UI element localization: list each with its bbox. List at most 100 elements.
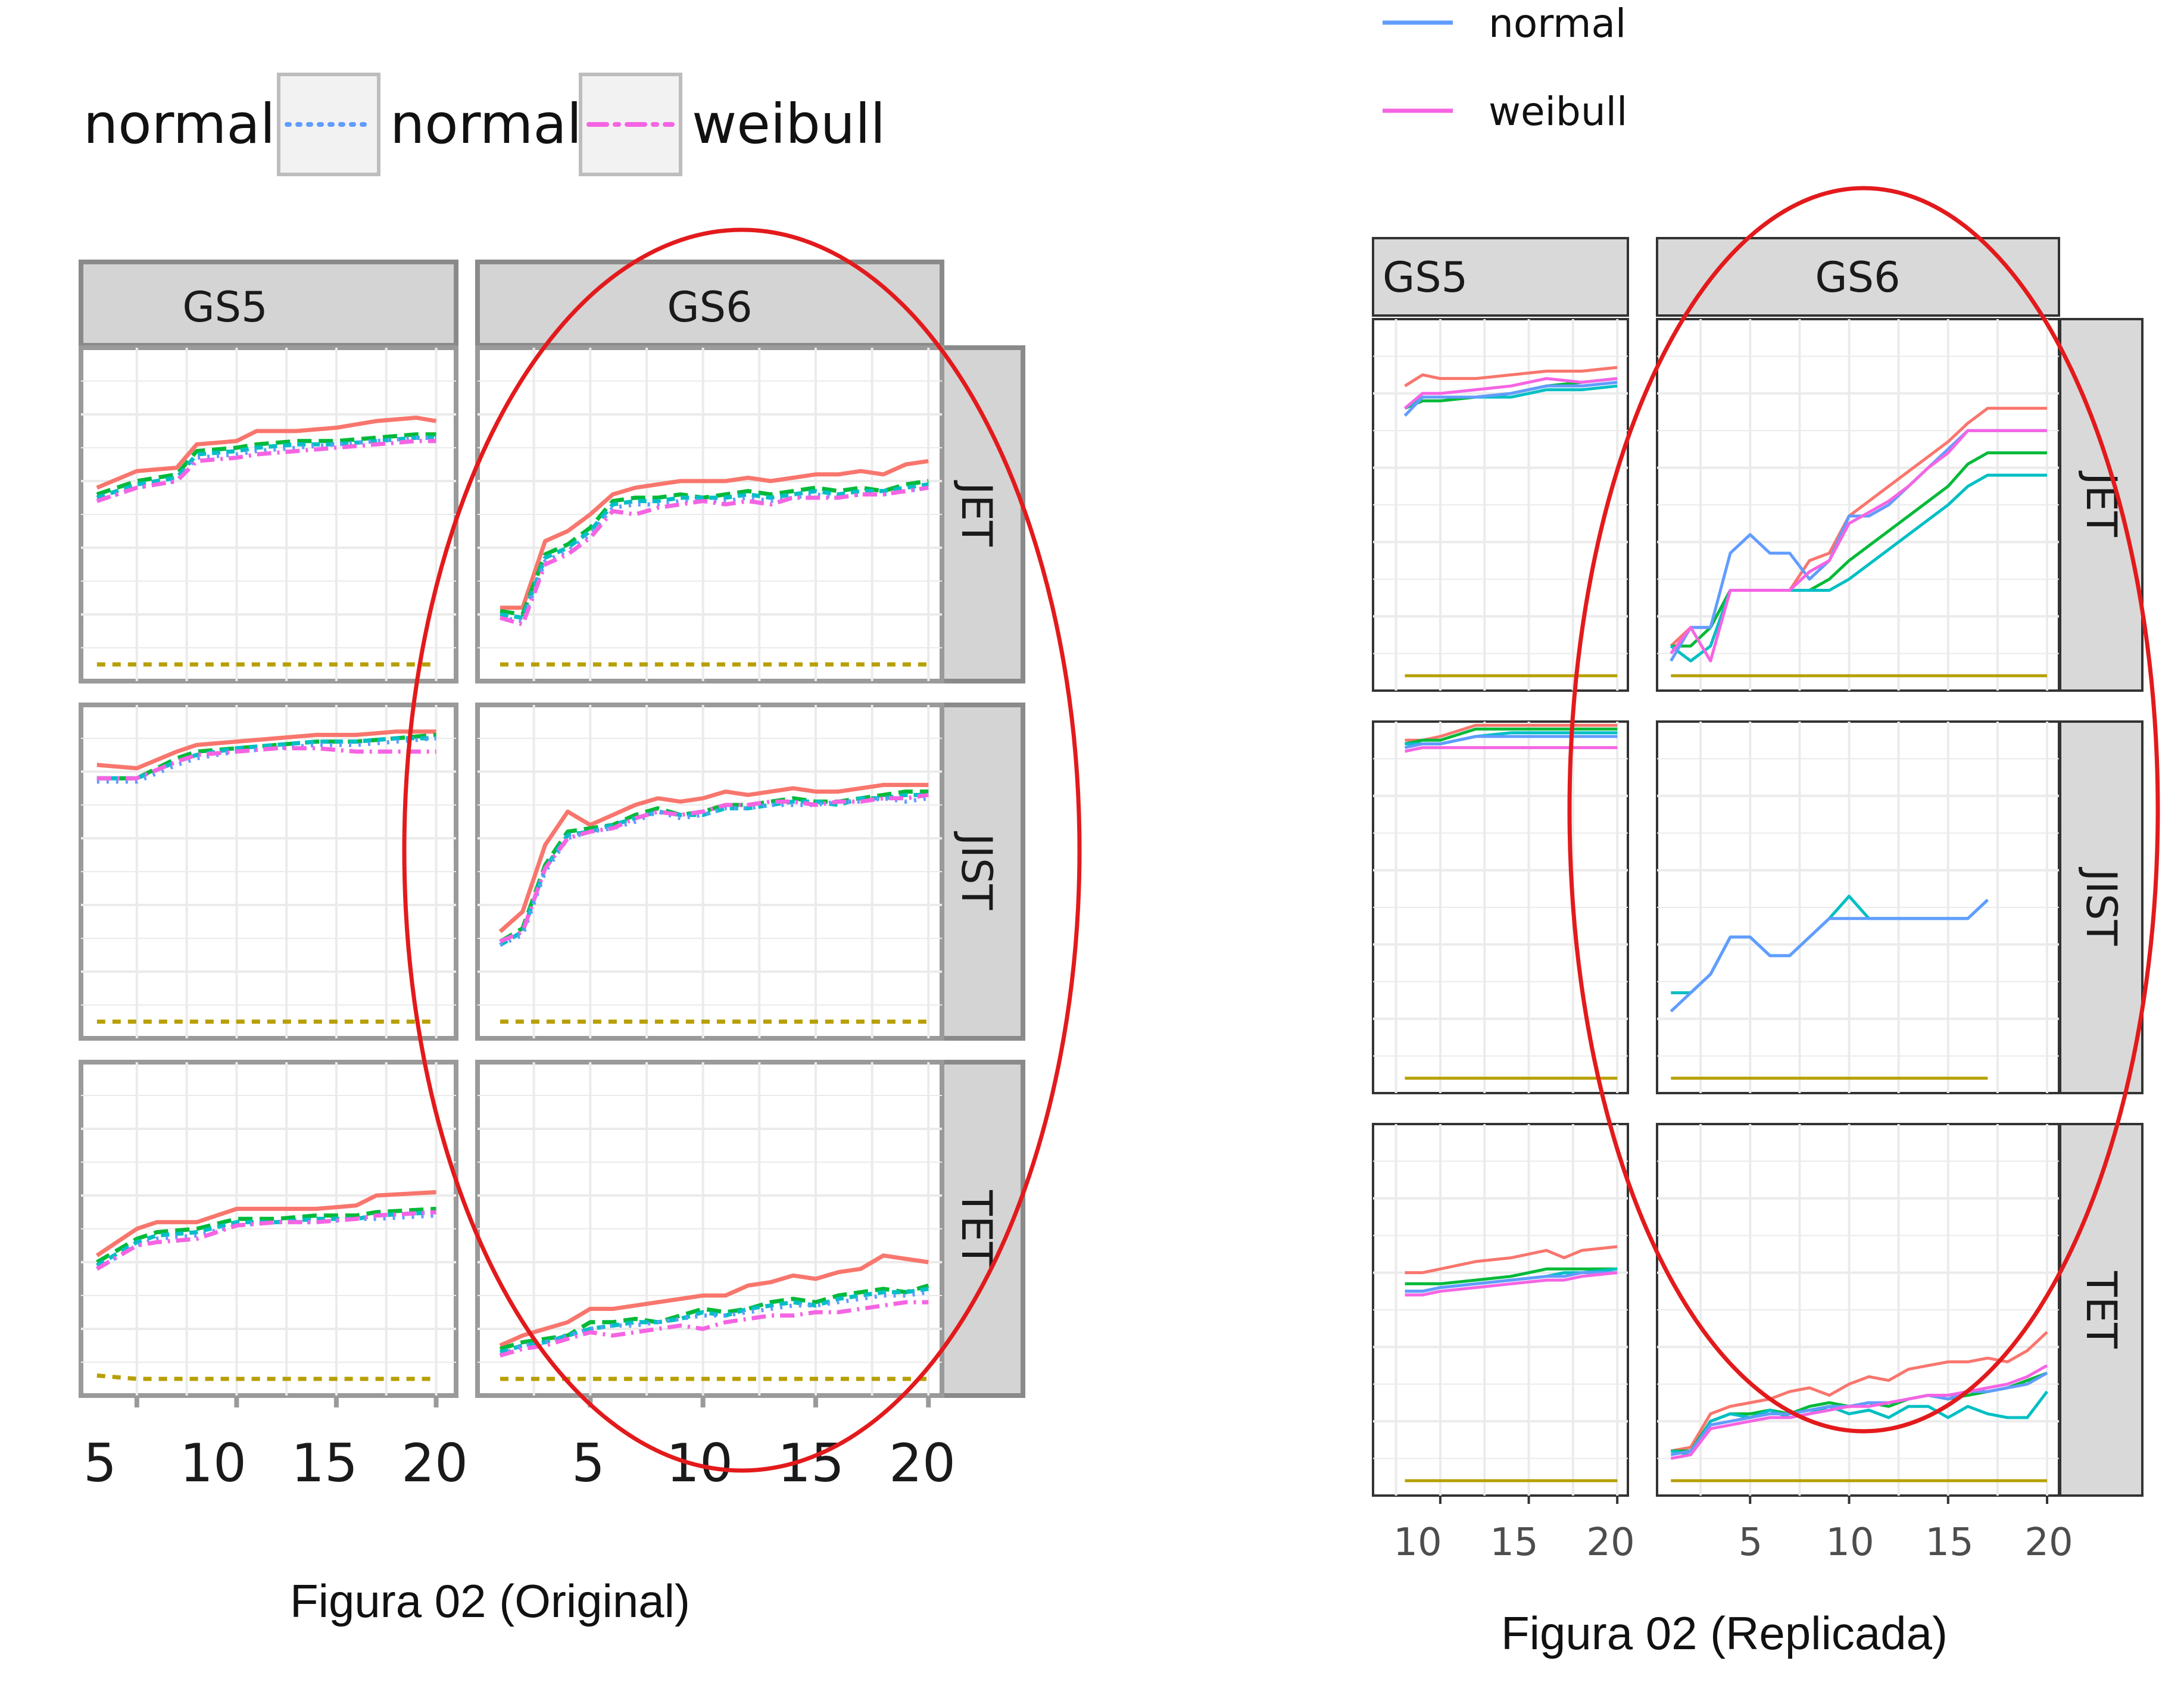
replicated-lines-gs6-jet [1670,407,2047,678]
replicated-line-gs5-tet-series-4 [1405,1271,1618,1293]
replicated-strip-gs6-label: GS6 [1815,253,1900,302]
replicated-caption: Figura 02 (Replicada) [1501,1607,1948,1659]
replicated-line-gs5-jist-series-2 [1404,728,1618,745]
original-line-gs6-tet-series-1 [499,1253,929,1348]
replicated-gs6-tick-20: 20 [2024,1521,2073,1565]
replicated-strip-jist [2059,720,2144,1094]
replicated-line-gs5-jist-series-4 [1404,735,1618,750]
original-lines-gs6-tet [499,1253,929,1381]
replicated-gs5-tick-10: 10 [1393,1521,1442,1565]
original-line-gs5-jet-series-2 [96,432,436,497]
original-strip-gs6-label: GS6 [667,283,752,332]
replicated-x-ticks: 10 15 20 5 10 15 20 [1393,1521,2073,1565]
replicated-panels [1372,318,2060,1504]
replicated-line-gs6-jet-series-5 [1670,429,2047,663]
original-gs6-tick-10: 10 [666,1432,733,1494]
replicated-line-gs6-tet-series-4 [1670,1371,2048,1456]
replicated-gs6-tick-15: 15 [1925,1521,1973,1565]
original-line-gs5-tet-series-1 [95,1190,436,1257]
original-gs5-tick-5: 5 [83,1432,117,1494]
original-gs5-tick-20: 20 [401,1432,468,1494]
original-line-gs6-jist-series-3 [499,792,929,947]
original-gs5-tick-15: 15 [291,1432,358,1494]
original-legend-label-normal-2: normal [390,92,582,156]
replicated-line-gs6-tet-series-1 [1670,1331,2048,1453]
replicated-strip-jet-label: JET [2077,470,2126,537]
replicated-strip-gs5-label: GS5 [1383,253,1468,302]
replicated-lines-gs6-tet [1670,1331,2048,1482]
replicated-legend-label-weibull: weibull [1489,89,1627,135]
original-line-gs5-tet-series-2 [96,1206,436,1265]
original-line-gs6-tet-series-4 [499,1290,929,1357]
replicated-line-gs6-tet-series-3 [1670,1390,2048,1456]
original-strips: GS5 GS6 JET JIST TET [79,260,1025,1398]
replicated-line-gs6-jist-series-4 [1670,898,1989,1013]
original-lines-gs5-jet [96,416,437,667]
replicated-legend-label-normal: normal [1489,1,1626,46]
original-strip-jist [940,703,1025,1041]
original-line-gs5-jet-series-1 [96,416,437,490]
original-panel-gs5-jist [79,703,458,1041]
original-lines-gs5-tet [95,1190,436,1381]
original-line-gs5-jist-series-5 [96,746,436,781]
original-line-gs6-jet-series-1 [500,458,929,610]
original-gs6-tick-5: 5 [572,1432,605,1494]
replicated-legend: normal weibull [1383,1,1627,135]
replicated-gs6-tick-5: 5 [1739,1521,1763,1565]
replicated-panel-gs5-jet [1372,318,1629,692]
original-legend-label-weibull: weibull [692,92,885,156]
original-panel-gs6-tet [475,1060,944,1407]
replicated-line-gs5-jet-series-5 [1403,377,1618,410]
replicated-line-gs5-jet-series-4 [1403,380,1618,417]
original-gs5-tick-10: 10 [180,1432,247,1494]
original-strip-gs5 [79,260,458,348]
original-legend: normal normal weibull [60,73,885,176]
original-line-gs5-tet-series-5 [96,1210,436,1271]
replicated-gs6-tick-10: 10 [1826,1521,1874,1565]
original-gs6-tick-20: 20 [889,1432,956,1494]
original-legend-label-normal-1: normal [83,92,275,156]
replicated-gs5-tick-15: 15 [1490,1521,1538,1565]
original-line-gs5-jist-series-2 [96,732,436,781]
original-panels [79,345,944,1407]
original-panel-gs6-jist [475,703,944,1041]
replicated-lines-gs5-jist [1404,723,1618,1080]
original-legend-crop-edge [60,89,83,167]
replicated-panel-gs6-tet [1656,1123,2060,1504]
replicated-panel-gs5-jist [1372,720,1629,1094]
replicated-lines-gs6-jist [1670,894,1989,1080]
replicated-figure: normal weibull GS5 GS6 JET JIST TET 10 1… [1372,1,2160,1659]
original-lines-gs5-jist [96,729,436,1024]
replicated-strips: GS5 GS6 JET JIST TET [1372,237,2144,1497]
replicated-line-gs5-tet-series-1 [1405,1245,1618,1275]
original-line-gs5-jet-series-5 [96,439,436,503]
original-line-gs6-jet-series-3 [500,482,929,620]
original-strip-gs5-label: GS5 [182,283,267,332]
replicated-line-gs5-tet-series-2 [1405,1267,1618,1285]
original-panel-gs5-jet [79,345,458,683]
replicated-panel-gs5-tet [1372,1123,1629,1504]
replicated-strip-jist-label: JIST [2077,867,2126,946]
replicated-line-gs6-tet-series-5 [1670,1364,2048,1460]
replicated-strip-gs5 [1372,237,1629,317]
replicated-strip-tet [2059,1123,2144,1497]
original-strip-jist-label: JIST [952,831,1001,910]
original-panel-gs6-jet [475,345,944,683]
original-strip-jet [940,345,1025,683]
replicated-line-gs5-jet-series-1 [1404,366,1618,388]
replicated-strip-tet-label: TET [2077,1271,2126,1349]
original-line-gs6-jist-series-1 [498,782,929,934]
original-panel-gs5-tet [79,1060,458,1407]
replicated-gs5-tick-20: 20 [1586,1521,1634,1565]
replicated-line-gs5-jist-series-5 [1404,746,1618,753]
replicated-lines-gs5-jet [1403,366,1618,678]
original-line-gs5-tet-baseline [96,1373,436,1381]
replicated-panel-gs6-jist [1656,720,2060,1094]
original-highlight-ellipse [402,227,1082,1473]
original-caption: Figura 02 (Original) [290,1575,690,1627]
original-line-gs6-tet-series-5 [499,1300,929,1358]
replicated-lines-gs5-tet [1405,1245,1618,1482]
replicated-line-gs5-tet-series-5 [1405,1271,1618,1297]
original-line-gs6-jet-series-5 [499,485,929,627]
